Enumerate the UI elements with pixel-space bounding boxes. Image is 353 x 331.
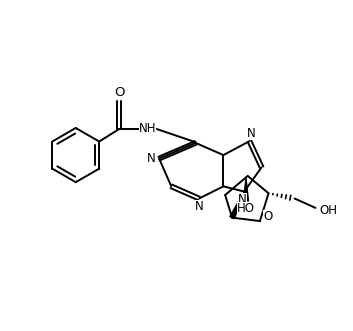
Text: NH: NH <box>139 122 156 135</box>
Text: N: N <box>195 200 203 213</box>
Text: N: N <box>247 127 256 140</box>
Text: N: N <box>147 152 156 165</box>
Polygon shape <box>230 192 244 219</box>
Polygon shape <box>244 178 249 201</box>
Text: O: O <box>263 211 272 223</box>
Text: O: O <box>115 86 125 99</box>
Text: HO: HO <box>237 202 255 215</box>
Text: OH: OH <box>319 204 337 217</box>
Text: N: N <box>238 193 247 206</box>
